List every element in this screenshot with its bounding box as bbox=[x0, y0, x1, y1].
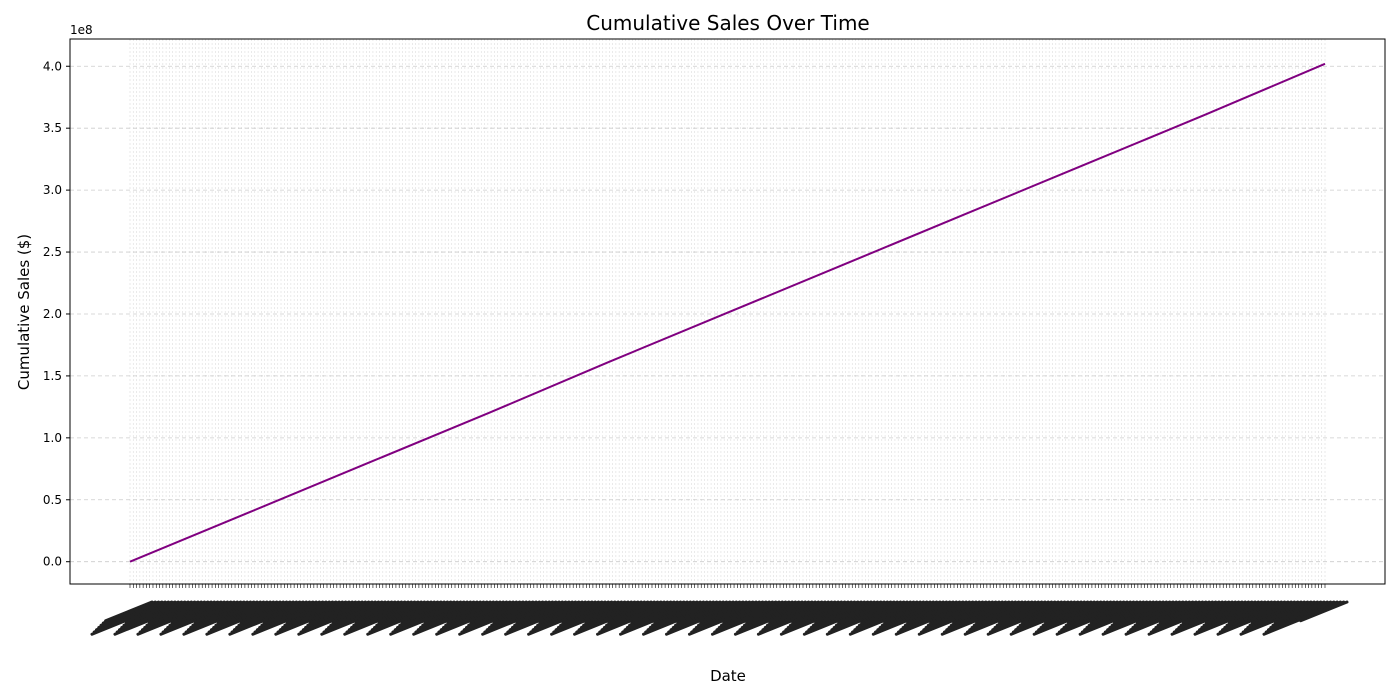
y-tick-label: 3.5 bbox=[43, 121, 62, 135]
x-gridlines bbox=[129, 39, 1326, 584]
y-tick-label: 3.0 bbox=[43, 183, 62, 197]
y-axis-ticks: 0.0 0.5 1.0 1.5 2.0 2.5 3.0 3.5 4.0 bbox=[43, 59, 70, 569]
x-axis-label: Date bbox=[710, 667, 746, 685]
y-axis-offset-label: 1e8 bbox=[70, 23, 93, 37]
y-tick-label: 0.5 bbox=[43, 493, 62, 507]
y-tick-label: 2.5 bbox=[43, 245, 62, 259]
x-tick-label-mark bbox=[1299, 600, 1349, 623]
chart-title: Cumulative Sales Over Time bbox=[586, 11, 870, 35]
cumulative-sales-line bbox=[129, 62, 1326, 563]
y-axis-label: Cumulative Sales ($) bbox=[15, 234, 33, 390]
y-tick-label: 1.5 bbox=[43, 369, 62, 383]
y-gridlines bbox=[70, 65, 1385, 563]
y-tick-label: 2.0 bbox=[43, 307, 62, 321]
x-axis-ticks bbox=[129, 584, 1326, 588]
y-tick-label: 1.0 bbox=[43, 431, 62, 445]
x-axis-tick-labels bbox=[90, 600, 1349, 636]
y-tick-label: 4.0 bbox=[43, 59, 62, 73]
y-tick-label: 0.0 bbox=[43, 555, 62, 569]
